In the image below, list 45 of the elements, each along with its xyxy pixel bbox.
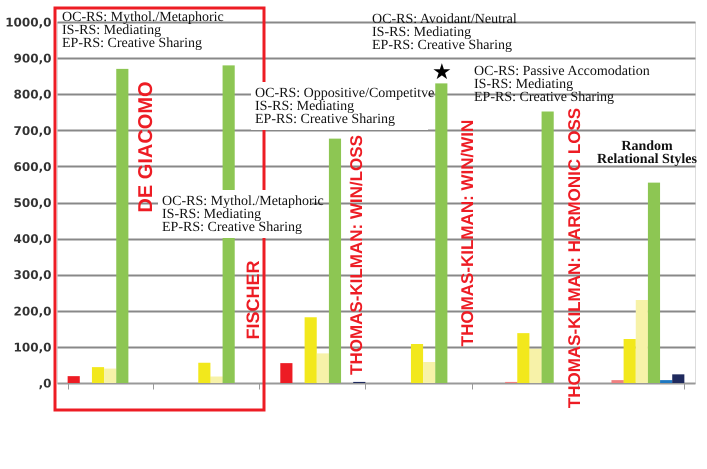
bar — [210, 376, 223, 383]
bar — [542, 112, 554, 383]
y-tick-label: 100,0 — [14, 340, 52, 354]
bar — [423, 362, 436, 383]
annotation: ★ — [432, 59, 452, 84]
bar — [198, 362, 210, 383]
y-tick-label: 400,0 — [14, 232, 52, 246]
y-tick-label: 300,0 — [14, 268, 52, 282]
annotation: OC-RS: Passive Accomodation IS-RS: Mediating EP-RS: Creative Sharing — [474, 64, 650, 105]
annotation: Random Relational Styles — [597, 139, 698, 167]
annotation: THOMAS-KILMAN: WIN/LOSS — [347, 135, 366, 375]
y-tick-label: 700,0 — [14, 124, 52, 138]
bar — [304, 317, 317, 383]
annotation: OC-RS: Oppositive/Competitve IS-RS: Mediating EP-RS: Creative Sharing — [255, 86, 434, 127]
bar — [435, 83, 448, 383]
annotation: DE GIACOMO — [135, 81, 157, 213]
annotation: OC-RS: Mythol./Metaphoric IS-RS: Mediating EP-RS: Creative Sharing — [62, 10, 224, 51]
bar — [316, 353, 329, 383]
annotation: THOMAS-KILMAN: WIN/WIN — [458, 120, 477, 346]
bar — [611, 380, 624, 383]
y-tick-label: ,0 — [38, 376, 52, 390]
bar — [410, 344, 424, 383]
y-tick-label: 1000,0 — [5, 16, 52, 30]
y-tick-label: 800,0 — [14, 88, 52, 102]
bar — [280, 363, 292, 383]
bar — [328, 138, 342, 383]
y-tick-label: 500,0 — [14, 196, 52, 210]
annotation: THOMAS-KILMAN: HARMONIC LOSS — [565, 108, 584, 408]
bar — [116, 68, 128, 383]
bar — [517, 333, 530, 383]
bar — [672, 374, 684, 383]
bar — [104, 368, 116, 383]
bar — [624, 338, 636, 383]
y-tick-label: 200,0 — [14, 304, 52, 318]
bar — [648, 182, 660, 383]
y-tick-label: 600,0 — [14, 160, 52, 174]
bar — [529, 348, 542, 383]
y-tick-label: 900,0 — [14, 52, 52, 66]
bar — [92, 367, 104, 383]
annotation: OC-RS: Avoidant/Neutral IS-RS: Mediating EP-RS: Creative Sharing — [372, 12, 517, 53]
bar — [660, 380, 672, 383]
bar — [636, 300, 648, 383]
annotation: OC-RS: Mythol./Metaphoric IS-RS: Mediating EP-RS: Creative Sharing — [162, 194, 324, 235]
bar — [68, 376, 80, 383]
annotation: FISCHER — [243, 260, 263, 340]
